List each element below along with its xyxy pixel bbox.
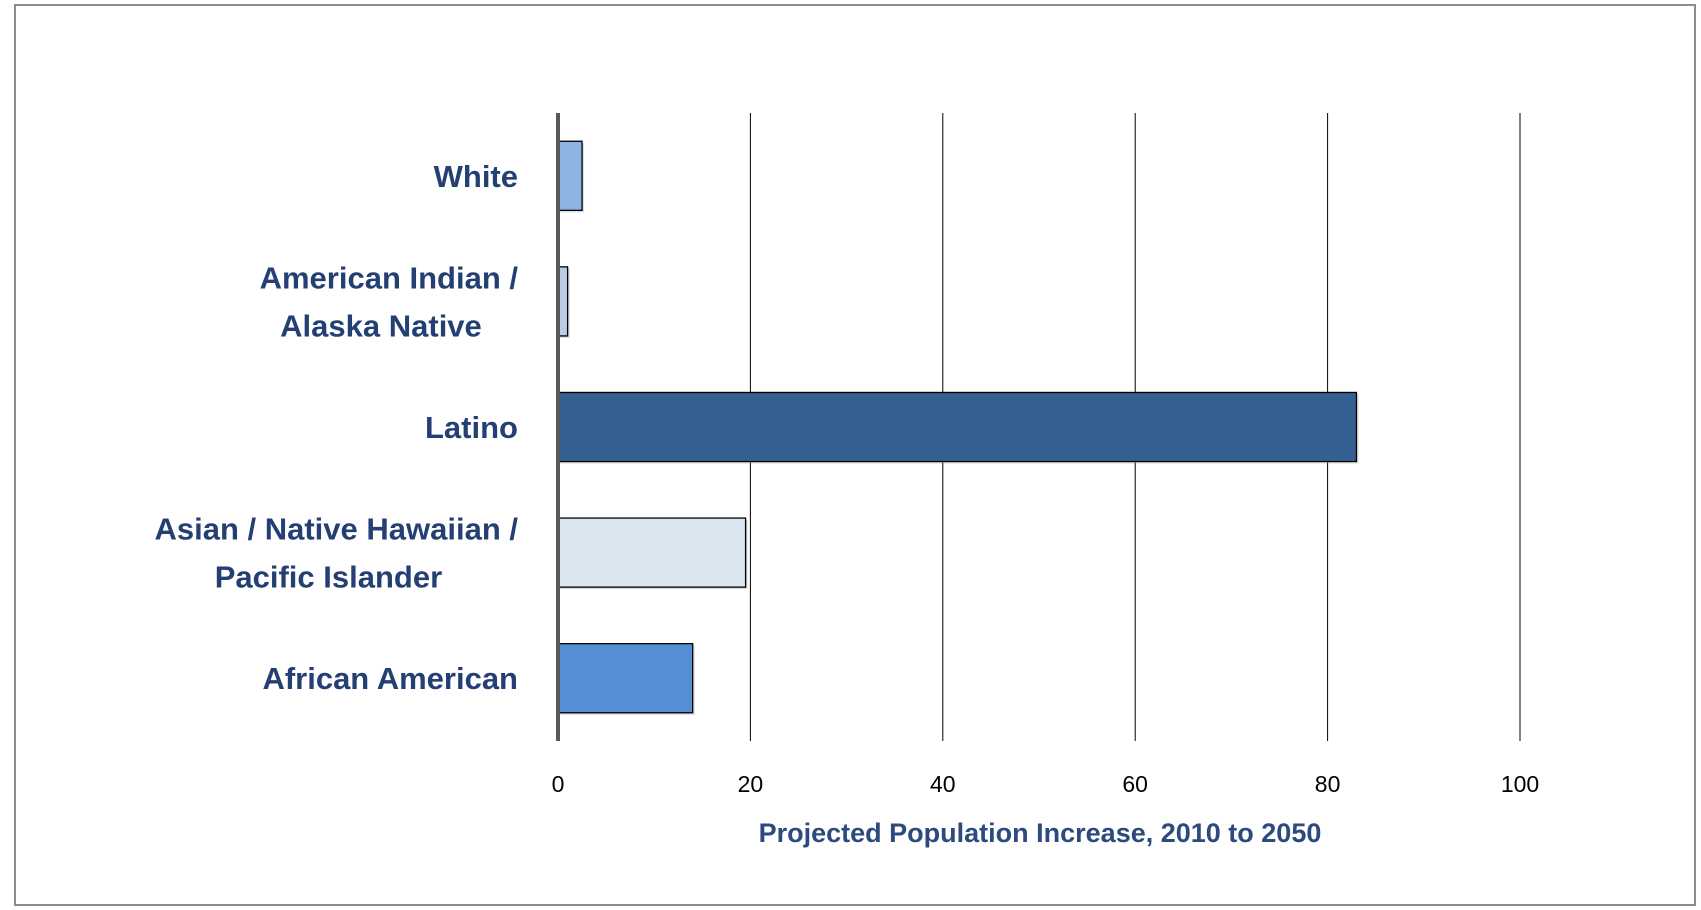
- x-tick-label: 100: [1501, 771, 1539, 797]
- x-tick-label: 40: [930, 771, 956, 797]
- bar: [557, 391, 1358, 463]
- category-label: Pacific Islander: [215, 560, 442, 595]
- category-label: Asian / Native Hawaiian /: [154, 512, 518, 547]
- x-tick-label: 20: [738, 771, 764, 797]
- x-axis-title: Projected Population Increase, 2010 to 2…: [759, 818, 1322, 848]
- category-labels: White American Indian / Alaska Native Latin…: [154, 159, 518, 696]
- x-tick-labels: 0 20 40 60 80 100: [552, 771, 1540, 797]
- bar: [557, 643, 694, 714]
- bars: [557, 140, 1359, 715]
- bar: [557, 140, 583, 211]
- category-label: African American: [262, 661, 518, 696]
- category-label: Latino: [425, 410, 518, 445]
- category-label: Alaska Native: [280, 308, 482, 343]
- x-tick-label: 80: [1315, 771, 1341, 797]
- x-tick-label: 60: [1122, 771, 1148, 797]
- category-label: White: [434, 159, 518, 194]
- bar: [557, 517, 747, 588]
- category-label: American Indian /: [260, 260, 519, 295]
- x-tick-label: 0: [552, 771, 565, 797]
